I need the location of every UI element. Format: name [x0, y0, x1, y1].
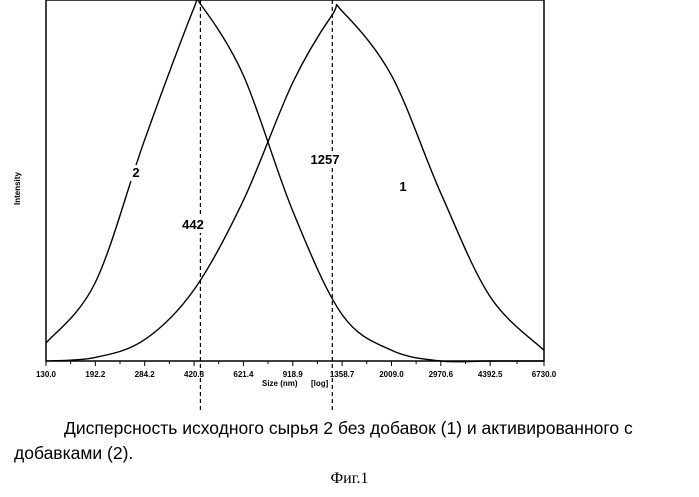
x-axis-title: Size (nm) — [262, 379, 298, 388]
x-tick-label: 130.0 — [36, 370, 57, 379]
x-tick-label: 6730.0 — [532, 370, 557, 379]
peak-label-1257: 1257 — [311, 152, 340, 167]
y-axis-title: Intensity — [13, 172, 22, 205]
series-label-1: 1 — [399, 179, 406, 194]
x-tick-label: 2009.0 — [379, 370, 404, 379]
peak-label-442: 442 — [182, 217, 204, 232]
x-tick-label: 2970.6 — [429, 370, 454, 379]
curve-labels: 2 1 1257 442 — [129, 152, 409, 233]
curves — [46, 0, 544, 362]
x-tick-label: 1358.7 — [330, 370, 355, 379]
plot-frame — [46, 0, 544, 361]
x-axis-scale-label: [log] — [311, 379, 329, 388]
peak-lines — [200, 0, 332, 410]
x-tick-label: 918.9 — [283, 370, 304, 379]
series-line-1 — [46, 5, 544, 361]
series-label-2: 2 — [132, 165, 139, 180]
x-tick-labels: 130.0 192.2 284.2 420.3 621.4 918.9 1358.7 2009… — [36, 370, 557, 379]
x-tick-label: 420.3 — [184, 370, 205, 379]
x-tick-label: 621.4 — [233, 370, 254, 379]
figure-caption: Дисперсность исходного сырья 2 без добав… — [14, 416, 694, 466]
x-tick-label: 192.2 — [85, 370, 106, 379]
chart: 130.0 192.2 284.2 420.3 621.4 918.9 1358.7 2009… — [0, 0, 699, 410]
figure-label: Фиг.1 — [0, 470, 699, 488]
series-line-2 — [46, 0, 544, 362]
x-tick-label: 284.2 — [135, 370, 156, 379]
x-tick-label: 4392.5 — [478, 370, 503, 379]
